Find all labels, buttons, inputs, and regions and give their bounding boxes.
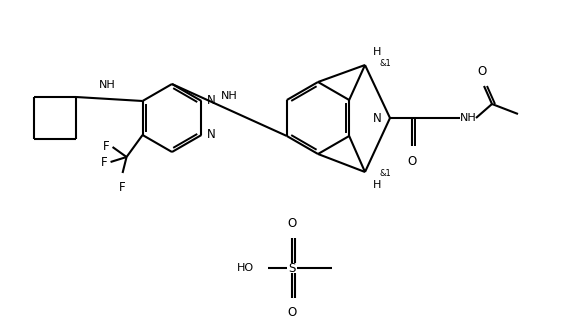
Text: O: O (287, 217, 297, 230)
Text: NH: NH (221, 91, 238, 101)
Text: F: F (119, 181, 126, 194)
Text: O: O (407, 155, 417, 168)
Text: &1: &1 (379, 58, 391, 67)
Text: N: N (207, 128, 215, 141)
Text: NH: NH (99, 80, 116, 90)
Text: H: H (373, 47, 381, 57)
Text: F: F (101, 156, 108, 169)
Text: H: H (373, 180, 381, 190)
Text: N: N (207, 95, 215, 108)
Text: &1: &1 (379, 170, 391, 179)
Text: N: N (373, 111, 382, 125)
Text: O: O (477, 65, 487, 78)
Text: NH: NH (460, 113, 476, 123)
Text: O: O (287, 306, 297, 319)
Text: F: F (103, 141, 109, 154)
Text: S: S (288, 261, 295, 274)
Text: HO: HO (237, 263, 254, 273)
